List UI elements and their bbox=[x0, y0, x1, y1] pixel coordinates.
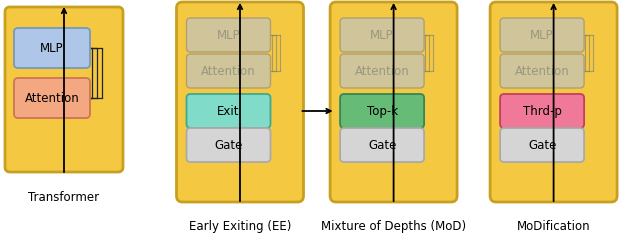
Text: Transformer: Transformer bbox=[28, 191, 100, 204]
Text: Mixture of Depths (MoD): Mixture of Depths (MoD) bbox=[321, 220, 466, 233]
Text: MLP: MLP bbox=[40, 42, 64, 55]
FancyBboxPatch shape bbox=[340, 94, 424, 128]
Text: MLP: MLP bbox=[217, 28, 240, 42]
FancyBboxPatch shape bbox=[340, 54, 424, 88]
FancyBboxPatch shape bbox=[500, 54, 584, 88]
FancyBboxPatch shape bbox=[340, 18, 424, 52]
FancyBboxPatch shape bbox=[340, 128, 424, 162]
Text: MLP: MLP bbox=[531, 28, 554, 42]
Text: Gate: Gate bbox=[368, 138, 396, 151]
Text: MoDification: MoDification bbox=[516, 220, 591, 233]
Text: Attention: Attention bbox=[201, 64, 256, 77]
FancyBboxPatch shape bbox=[500, 94, 584, 128]
Text: Top-k: Top-k bbox=[367, 105, 397, 118]
FancyBboxPatch shape bbox=[186, 128, 271, 162]
Text: Attention: Attention bbox=[515, 64, 570, 77]
FancyBboxPatch shape bbox=[186, 94, 271, 128]
Text: Early Exiting (EE): Early Exiting (EE) bbox=[189, 220, 291, 233]
Text: Thrd-p: Thrd-p bbox=[523, 105, 561, 118]
FancyBboxPatch shape bbox=[186, 18, 271, 52]
FancyBboxPatch shape bbox=[14, 28, 90, 68]
Text: MLP: MLP bbox=[371, 28, 394, 42]
FancyBboxPatch shape bbox=[14, 78, 90, 118]
FancyBboxPatch shape bbox=[330, 2, 457, 202]
Text: Attention: Attention bbox=[24, 91, 79, 105]
Text: Gate: Gate bbox=[214, 138, 243, 151]
FancyBboxPatch shape bbox=[5, 7, 123, 172]
FancyBboxPatch shape bbox=[177, 2, 303, 202]
FancyBboxPatch shape bbox=[490, 2, 617, 202]
FancyBboxPatch shape bbox=[500, 128, 584, 162]
Text: Exit: Exit bbox=[217, 105, 240, 118]
Text: Attention: Attention bbox=[355, 64, 410, 77]
Text: Gate: Gate bbox=[528, 138, 556, 151]
FancyBboxPatch shape bbox=[186, 54, 271, 88]
FancyBboxPatch shape bbox=[500, 18, 584, 52]
